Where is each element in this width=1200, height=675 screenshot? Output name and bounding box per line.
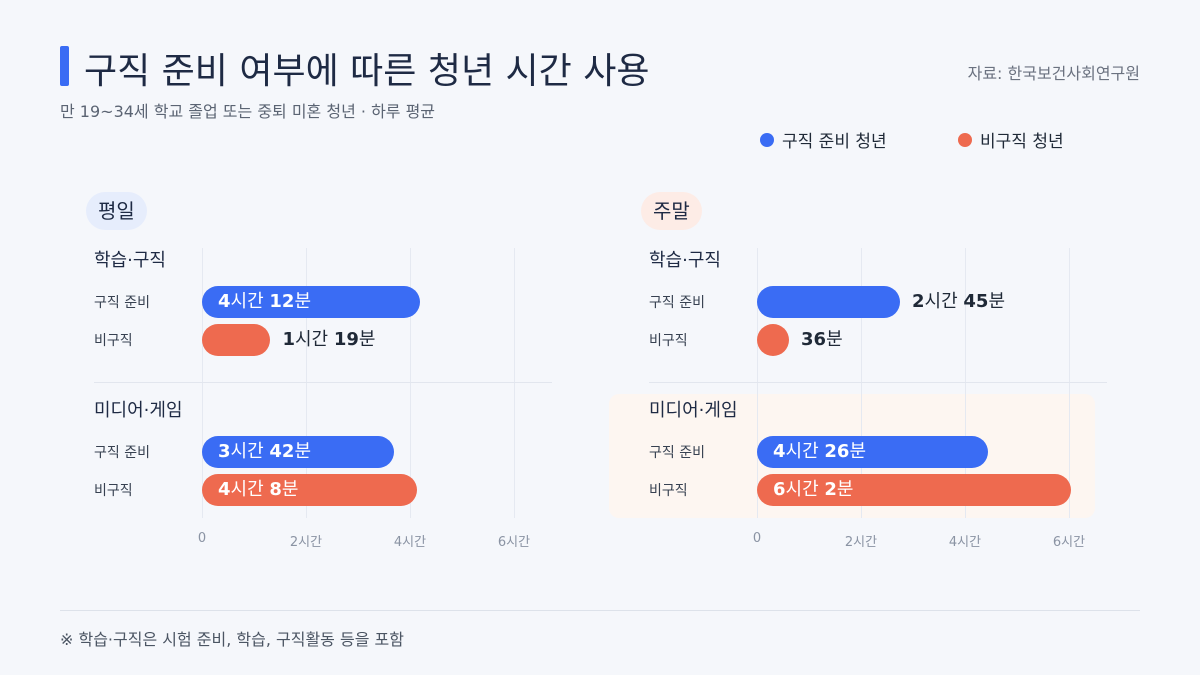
- group-title: 학습·구직: [94, 250, 166, 271]
- row-label: 구직 준비: [649, 295, 705, 311]
- x-tick-label: 6시간: [1052, 535, 1086, 550]
- value-label: 4시간 26분: [773, 441, 866, 462]
- grid-line: [202, 248, 203, 518]
- row-label: 구직 준비: [94, 445, 150, 461]
- panel-title-weekend: 주말: [641, 192, 702, 230]
- grid-line: [757, 248, 758, 518]
- x-tick-label: 4시간: [393, 535, 427, 550]
- bar-prep: [757, 286, 900, 318]
- x-tick-label: 2시간: [289, 535, 323, 550]
- grid-line: [965, 248, 966, 518]
- grid-line: [410, 248, 411, 518]
- panel-title-weekday: 평일: [86, 192, 147, 230]
- row-label: 구직 준비: [649, 445, 705, 461]
- x-tick-label: 2시간: [844, 535, 878, 550]
- bar-non: [202, 474, 417, 506]
- bar-non: [757, 324, 789, 356]
- footnote: ※ 학습·구직은 시험 준비, 학습, 구직활동 등을 포함: [60, 630, 404, 649]
- value-label: 6시간 2분: [773, 479, 854, 500]
- legend-label-prep: 구직 준비 청년: [782, 132, 887, 152]
- group-title: 미디어·게임: [649, 400, 738, 421]
- grid-line: [306, 248, 307, 518]
- value-label: 36분: [801, 329, 843, 350]
- x-tick-label: 6시간: [497, 535, 531, 550]
- legend: 구직 준비 청년 비구직 청년: [0, 127, 1200, 152]
- legend-label-non: 비구직 청년: [980, 132, 1064, 152]
- row-label: 비구직: [649, 333, 688, 349]
- group-divider: [649, 382, 1107, 383]
- legend-item-prep: 구직 준비 청년: [760, 127, 887, 152]
- bar-prep: [757, 436, 988, 468]
- group-divider: [94, 382, 552, 383]
- bar-non: [202, 324, 271, 356]
- legend-dot-non: [958, 132, 972, 147]
- grid-line: [514, 248, 515, 518]
- chart-title: 구직 준비 여부에 따른 청년 시간 사용: [84, 51, 650, 92]
- footer-divider: [60, 610, 1140, 611]
- group-title: 학습·구직: [649, 250, 721, 271]
- bar-non: [757, 474, 1071, 506]
- row-label: 비구직: [94, 483, 133, 499]
- chart-subtitle: 만 19~34세 학교 졸업 또는 중퇴 미혼 청년 · 하루 평균: [60, 102, 436, 121]
- legend-item-non: 비구직 청년: [958, 127, 1064, 152]
- bar-prep: [202, 286, 421, 318]
- source-note: 자료: 한국보건사회연구원: [967, 64, 1140, 83]
- x-tick-label: 0: [752, 531, 762, 546]
- row-label: 비구직: [649, 483, 688, 499]
- bar-prep: [202, 436, 395, 468]
- x-tick-label: 0: [197, 531, 207, 546]
- title-accent-bar: [60, 46, 69, 86]
- row-label: 구직 준비: [94, 295, 150, 311]
- value-label: 4시간 12분: [218, 291, 311, 312]
- legend-dot-prep: [760, 132, 774, 147]
- group-title: 미디어·게임: [94, 400, 183, 421]
- value-label: 3시간 42분: [218, 441, 311, 462]
- value-label: 1시간 19분: [282, 329, 376, 350]
- grid-line: [1069, 248, 1070, 518]
- x-tick-label: 4시간: [948, 535, 982, 550]
- row-label: 비구직: [94, 333, 133, 349]
- value-label: 4시간 8분: [218, 479, 299, 500]
- grid-line: [861, 248, 862, 518]
- value-label: 2시간 45분: [912, 291, 1005, 312]
